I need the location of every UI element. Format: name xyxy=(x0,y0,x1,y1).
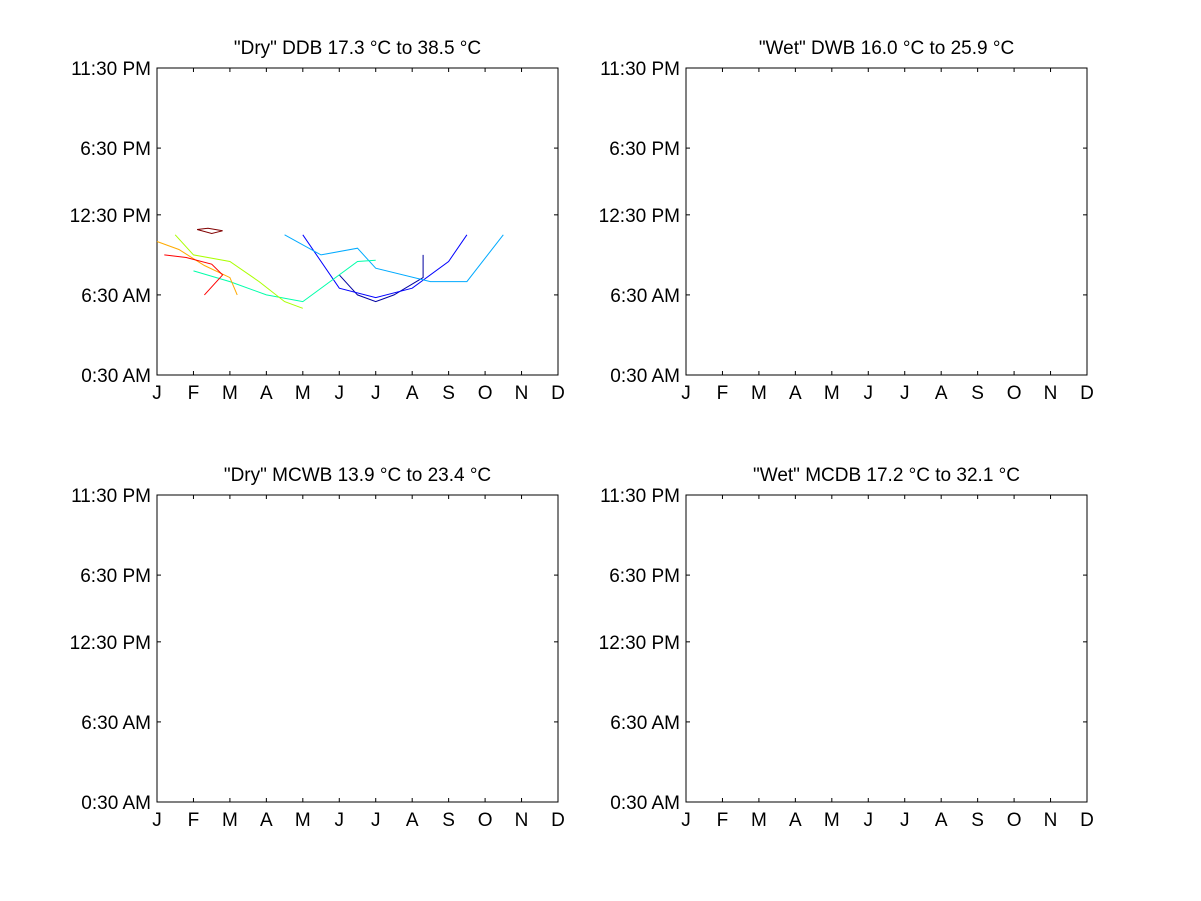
y-tick-label: 6:30 AM xyxy=(81,286,151,307)
x-tick-label: J xyxy=(371,383,381,404)
contour-line xyxy=(284,234,504,283)
x-tick-label: O xyxy=(1007,383,1022,404)
y-tick-label: 12:30 PM xyxy=(70,633,151,654)
contour-line xyxy=(174,234,303,309)
x-tick-label: M xyxy=(295,383,311,404)
y-tick-label: 6:30 AM xyxy=(610,713,680,734)
x-tick-label: D xyxy=(551,383,565,404)
x-tick-label: A xyxy=(406,810,419,831)
x-tick-label: A xyxy=(406,383,419,404)
y-tick-label: 12:30 PM xyxy=(70,206,151,227)
y-tick-label: 12:30 PM xyxy=(599,633,680,654)
x-tick-label: F xyxy=(717,383,729,404)
x-tick-label: M xyxy=(222,810,238,831)
x-tick-label: N xyxy=(1044,383,1058,404)
x-tick-label: J xyxy=(371,810,381,831)
y-tick-label: 0:30 AM xyxy=(81,366,151,387)
x-tick-label: A xyxy=(789,810,802,831)
x-tick-label: J xyxy=(864,383,874,404)
x-tick-label: M xyxy=(222,383,238,404)
x-tick-label: O xyxy=(1007,810,1022,831)
chart-title: "Wet" DWB 16.0 °C to 25.9 °C xyxy=(759,38,1014,59)
y-tick-label: 6:30 PM xyxy=(80,566,151,587)
x-tick-label: J xyxy=(152,810,162,831)
contour-line xyxy=(302,234,468,299)
plot-area xyxy=(156,67,559,376)
x-tick-label: A xyxy=(789,383,802,404)
x-tick-label: S xyxy=(442,810,455,831)
x-tick-label: A xyxy=(260,810,273,831)
y-tick-label: 6:30 AM xyxy=(610,286,680,307)
contour-plot-1: "Dry" DDB 17.3 °C to 38.5 °C J F M A M J J A S O N D… xyxy=(70,38,565,404)
plot-area xyxy=(156,494,559,803)
x-tick-label: J xyxy=(900,810,910,831)
chart-title: "Wet" MCDB 17.2 °C to 32.1 °C xyxy=(753,465,1020,486)
y-tick-label: 0:30 AM xyxy=(81,793,151,814)
y-tick-label: 6:30 PM xyxy=(609,139,680,160)
x-tick-label: J xyxy=(335,383,345,404)
x-tick-label: M xyxy=(751,383,767,404)
x-tick-label: F xyxy=(188,810,200,831)
x-tick-label: O xyxy=(478,810,493,831)
x-tick-label: O xyxy=(478,383,493,404)
x-tick-label: N xyxy=(1044,810,1058,831)
contour-plot-2: "Wet" DWB 16.0 °C to 25.9 °C J F M A M J J A S O N D… xyxy=(599,38,1094,404)
y-tick-label: 12:30 PM xyxy=(599,206,680,227)
y-tick-label: 6:30 PM xyxy=(609,566,680,587)
x-tick-label: S xyxy=(442,383,455,404)
y-tick-label: 6:30 PM xyxy=(80,139,151,160)
x-tick-label: M xyxy=(295,810,311,831)
x-tick-label: D xyxy=(551,810,565,831)
x-tick-label: N xyxy=(515,810,529,831)
x-tick-label: J xyxy=(681,383,691,404)
x-tick-label: M xyxy=(824,383,840,404)
plot-area xyxy=(685,494,1088,803)
y-tick-label: 11:30 PM xyxy=(71,59,151,80)
y-tick-label: 11:30 PM xyxy=(600,486,680,507)
chart-title: "Dry" DDB 17.3 °C to 38.5 °C xyxy=(234,38,481,59)
y-tick-label: 0:30 AM xyxy=(610,793,680,814)
contour-line xyxy=(338,254,424,303)
contour-lines xyxy=(156,227,504,309)
contour-plot-3: "Dry" MCWB 13.9 °C to 23.4 °C J F M A M J J A S O N… xyxy=(70,465,565,831)
x-tick-label: J xyxy=(335,810,345,831)
contour-line xyxy=(164,254,224,296)
x-tick-label: F xyxy=(717,810,729,831)
x-tick-label: A xyxy=(935,383,948,404)
x-tick-label: S xyxy=(971,810,984,831)
x-tick-label: J xyxy=(152,383,162,404)
plot-area xyxy=(685,67,1088,376)
x-tick-label: M xyxy=(824,810,840,831)
x-tick-label: J xyxy=(681,810,691,831)
x-tick-label: J xyxy=(864,810,874,831)
x-tick-label: D xyxy=(1080,810,1094,831)
x-tick-label: N xyxy=(515,383,529,404)
x-tick-label: A xyxy=(260,383,273,404)
y-tick-label: 11:30 PM xyxy=(600,59,680,80)
contour-line xyxy=(156,241,238,296)
y-tick-label: 0:30 AM xyxy=(610,366,680,387)
y-tick-label: 11:30 PM xyxy=(71,486,151,507)
x-tick-label: F xyxy=(188,383,200,404)
x-tick-label: S xyxy=(971,383,984,404)
contour-plot-4: "Wet" MCDB 17.2 °C to 32.1 °C J F M A M J J A S O N… xyxy=(599,465,1094,831)
x-tick-label: J xyxy=(900,383,910,404)
chart-title: "Dry" MCWB 13.9 °C to 23.4 °C xyxy=(224,465,491,486)
x-tick-label: D xyxy=(1080,383,1094,404)
y-tick-label: 6:30 AM xyxy=(81,713,151,734)
x-tick-label: A xyxy=(935,810,948,831)
contour-line xyxy=(196,227,223,235)
x-tick-label: M xyxy=(751,810,767,831)
contour-line xyxy=(193,259,376,303)
